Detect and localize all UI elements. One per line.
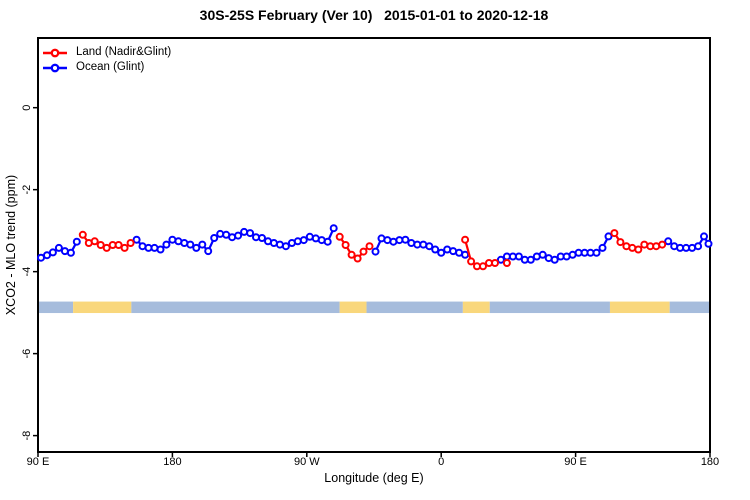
data-point-ocean [461,250,470,259]
x-tick-label: 90 E [564,456,587,468]
data-point-ocean [598,243,607,252]
chart-title: 30S-25S February (Ver 10) 2015-01-01 to … [199,7,549,23]
surface-band-segment-land [73,301,132,314]
data-point-ocean [234,231,243,240]
data-point-ocean [258,234,266,242]
x-axis-title: Longitude (deg E) [324,471,424,485]
surface-band-segment-ocean [38,301,74,314]
data-point-ocean [132,235,141,244]
data-point-land [461,235,470,244]
data-point-ocean [538,250,547,259]
data-point-land [610,229,619,238]
data-point-land [114,241,123,249]
data-point-land [365,242,374,251]
legend-label-land: Land (Nadir&Glint) [76,46,172,58]
data-point-ocean [216,229,225,238]
data-point-ocean [700,232,708,241]
data-point-ocean [604,232,613,241]
surface-band-segment-ocean [669,301,710,314]
data-point-ocean [704,239,713,248]
data-point-ocean [694,242,703,251]
data-point-land [96,241,105,249]
y-tick-label: -2 [21,185,33,195]
data-point-ocean [281,242,290,251]
surface-band-segment-land [609,301,670,314]
x-tick-label: 90 E [27,456,50,468]
data-point-ocean [240,227,249,236]
data-point-land [120,243,129,252]
data-point-land [616,238,625,247]
data-point-ocean [48,248,57,257]
data-point-ocean [437,248,446,257]
data-point-ocean [299,236,308,245]
data-point-ocean [323,237,332,246]
x-tick-label: 180 [701,456,719,468]
data-point-ocean [293,237,302,246]
data-point-ocean [592,248,601,257]
data-point-ocean [66,248,75,257]
data-point-land [353,254,362,263]
y-tick-label: -8 [21,431,33,441]
data-point-land [359,247,368,256]
data-point-ocean [186,240,195,249]
data-point-ocean [72,237,81,246]
data-point-land [335,232,344,241]
data-point-ocean [425,242,434,251]
data-point-ocean [664,237,673,246]
legend: Land (Nadir&Glint) Ocean (Glint) [43,45,171,75]
surface-band-segment-land [339,301,367,314]
data-point-land [347,250,356,259]
data-point-ocean [431,245,440,254]
data-point-ocean [371,247,380,256]
y-axis-title: XCO2 - MLO trend (ppm) [4,174,18,316]
data-point-land [634,245,643,254]
data-point-land [126,239,135,247]
ocean-series-symbol-icon [43,63,67,72]
data-point-ocean [329,224,338,233]
data-point-ocean [156,245,165,254]
data-point-land [479,262,487,271]
data-point-ocean [210,234,219,242]
data-point-land [491,259,499,267]
data-point-land [78,230,87,239]
legend-item-land: Land (Nadir&Glint) [43,45,171,60]
data-point-ocean [514,252,523,261]
surface-band-segment-ocean [366,301,463,314]
data-point-land [341,241,350,249]
data-point-ocean [246,229,255,238]
surface-band-segment-ocean [489,301,610,314]
data-point-ocean [43,251,51,260]
x-tick-label: 90 W [294,456,320,468]
data-point-ocean [198,240,207,249]
data-point-ocean [204,247,213,256]
data-point-ocean [496,255,505,264]
x-tick-label: 0 [438,456,444,468]
surface-band-segment-ocean [131,301,340,314]
y-tick-label: -4 [21,267,33,277]
y-tick-label: 0 [21,105,33,111]
data-point-ocean [54,243,63,252]
data-point-land [90,237,99,246]
x-tick-label: 180 [163,456,181,468]
y-tick-label: -6 [21,349,33,359]
legend-label-ocean: Ocean (Glint) [76,61,145,73]
surface-band-segment-land [462,301,490,314]
data-point-ocean [526,255,535,264]
data-point-land [502,259,511,267]
land-series-symbol-icon [43,48,67,57]
data-point-ocean [550,255,559,264]
data-point-land [658,240,667,249]
data-point-land [102,243,111,252]
legend-item-ocean: Ocean (Glint) [43,60,171,75]
data-point-ocean [162,240,171,249]
data-point-land [467,257,476,266]
data-point-ocean [401,235,410,244]
data-point-ocean [192,243,201,252]
